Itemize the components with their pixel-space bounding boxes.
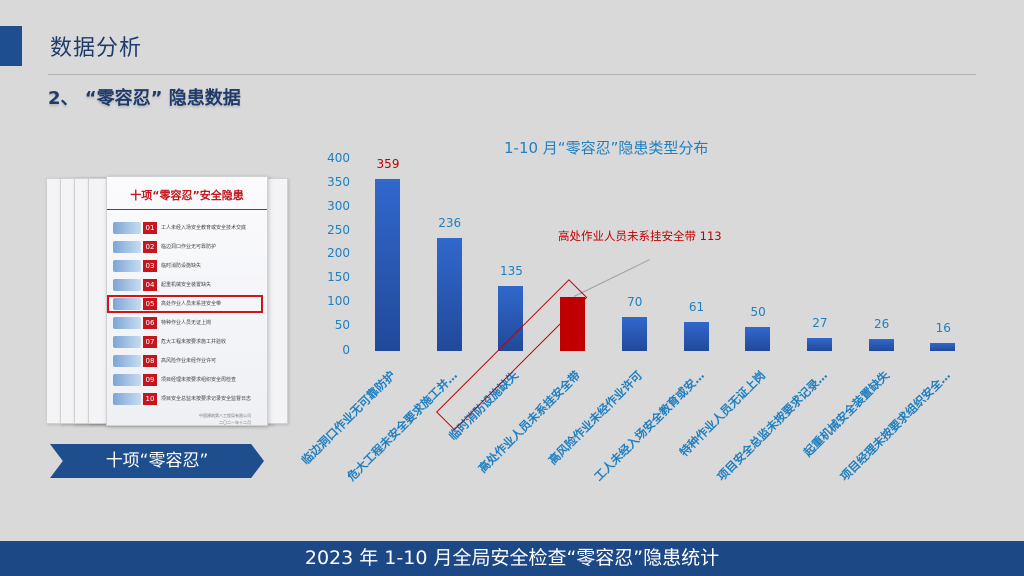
poster-item-text: 项目经理未按要求组织安全周检查 (161, 377, 237, 383)
callout-leader-line (573, 259, 650, 297)
poster-item-text: 起重机械安全装置缺失 (161, 282, 212, 288)
poster-item: 03 临时消防设施缺失 (113, 256, 267, 275)
poster-title: 十项“零容忍”安全隐患 (130, 189, 244, 202)
poster-thumb-icon (113, 335, 141, 348)
bar (930, 343, 956, 351)
poster-thumb-icon (113, 354, 141, 367)
bar (498, 286, 524, 351)
poster-item-text: 特种作业人员无证上岗 (161, 320, 212, 326)
y-tick: 100 (327, 294, 350, 308)
poster-item-highlighted: 05 高处作业人员未系挂安全带 (107, 294, 267, 313)
bar-value-label: 26 (873, 316, 890, 331)
poster-item: 02 临边洞口作业无可靠防护 (113, 237, 267, 256)
poster-item: 07 危大工程未按要求施工并验收 (113, 332, 267, 351)
title-divider (48, 74, 976, 75)
bar-value-label: 359 (376, 156, 400, 171)
poster-thumb-icon (113, 373, 141, 386)
poster-item-text: 高处作业人员未系挂安全带 (161, 301, 222, 307)
poster-item-text: 工人未经入场安全教育或安全技术交底 (161, 225, 247, 231)
bar-value-label: 27 (812, 316, 828, 331)
callout-label: 高处作业人员未系挂安全带 113 (558, 229, 722, 243)
poster-item-text: 高风险作业未经作业许可 (161, 358, 217, 364)
y-tick: 400 (327, 151, 350, 165)
poster-item-number: 06 (143, 316, 157, 329)
section-title: 2、 “零容忍” 隐患数据 (48, 88, 241, 109)
poster-item: 01 工人未经入场安全教育或安全技术交底 (113, 218, 267, 237)
poster-item-number: 09 (143, 373, 157, 386)
accent-block (0, 26, 22, 66)
bar (745, 327, 771, 351)
bar-value-label: 16 (935, 321, 951, 336)
bar-value-label: 61 (688, 299, 705, 314)
bar (375, 178, 400, 351)
poster-thumb-icon (113, 316, 141, 329)
y-tick: 300 (327, 199, 350, 213)
chevron-banner: 十项“零容忍” (50, 444, 264, 478)
poster-footer: 中国建筑第八工程局有限公司 二〇二一年十二月 (107, 412, 251, 425)
bar (621, 317, 647, 351)
poster-item: 09 项目经理未按要求组织安全周检查 (113, 370, 267, 389)
poster-image: 十项“零容忍”安全隐患 01 工人未经入场安全教育或安全技术交底 02 临边洞口作业… (46, 176, 288, 426)
bar (683, 321, 709, 351)
poster-thumb-icon (113, 221, 141, 234)
bar (436, 237, 462, 351)
bar (560, 296, 586, 351)
poster-item-text: 项目安全总监未按要求记录安全监督日志 (161, 396, 252, 402)
poster-item-text: 临时消防设施缺失 (161, 263, 202, 269)
bar-value-label: 236 (438, 215, 462, 230)
y-tick: 0 (342, 343, 350, 357)
poster-item-number: 02 (143, 240, 157, 253)
footer-bar: 2023 年 1-10 月全局安全检查“零容忍”隐患统计 (0, 541, 1024, 576)
poster-item-number: 08 (143, 354, 157, 367)
poster-thumb-icon (113, 240, 141, 253)
poster-item: 06 特种作业人员无证上岗 (113, 313, 267, 332)
poster-item-number: 05 (143, 297, 157, 310)
poster-highlight-box (107, 295, 263, 313)
poster-thumb-icon (113, 278, 141, 291)
y-tick: 250 (327, 223, 350, 237)
y-tick: 50 (334, 318, 350, 332)
poster-item-number: 10 (143, 392, 157, 405)
poster-item: 04 起重机械安全装置缺失 (113, 275, 267, 294)
poster-page-front: 十项“零容忍”安全隐患 01 工人未经入场安全教育或安全技术交底 02 临边洞口作业… (106, 176, 268, 426)
chart-title: 1-10 月“零容忍”隐患类型分布 (504, 139, 709, 157)
poster-item-text: 危大工程未按要求施工并验收 (161, 339, 227, 345)
page-title: 数据分析 (50, 36, 143, 61)
poster-divider (107, 209, 267, 210)
y-tick: 150 (327, 270, 350, 284)
poster-item-number: 04 (143, 278, 157, 291)
y-tick: 200 (327, 246, 350, 260)
bar-value-label: 50 (750, 305, 766, 319)
bar-value-label: 70 (627, 295, 643, 310)
bar (806, 338, 832, 351)
poster-footer-date: 二〇二一年十二月 (219, 420, 251, 425)
poster-item: 08 高风险作业未经作业许可 (113, 351, 267, 370)
poster-item-number: 03 (143, 259, 157, 272)
poster-thumb-icon (113, 297, 141, 310)
poster-thumb-icon (113, 259, 141, 272)
poster-footer-org: 中国建筑第八工程局有限公司 (199, 413, 251, 418)
y-tick: 350 (327, 175, 350, 189)
poster-thumb-icon (113, 392, 141, 405)
bar (868, 338, 894, 351)
poster-item-number: 07 (143, 335, 157, 348)
poster-item-text: 临边洞口作业无可靠防护 (161, 244, 217, 250)
bar-value-label: 135 (499, 264, 523, 279)
poster-item: 10 项目安全总监未按要求记录安全监督日志 (113, 389, 267, 408)
poster-item-number: 01 (143, 221, 157, 234)
